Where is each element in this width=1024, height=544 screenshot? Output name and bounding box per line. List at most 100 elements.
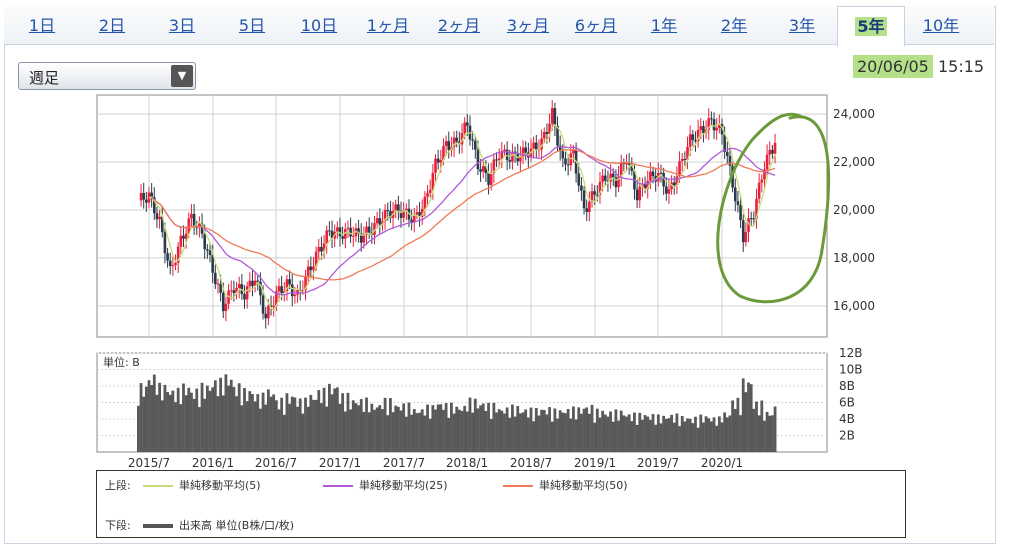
candle-body (410, 219, 413, 223)
candle-body (455, 137, 459, 142)
volume-bar (654, 424, 658, 452)
volume-bar (503, 413, 506, 452)
volume-bar (346, 392, 350, 452)
volume-bar (240, 405, 244, 452)
volume-bar (723, 412, 727, 452)
volume-bar (662, 415, 666, 452)
tab-4[interactable]: 5日 (219, 6, 285, 44)
tab-label: 1日 (28, 16, 56, 35)
period-select[interactable]: 週足 ▼ (18, 62, 196, 90)
candle-body (375, 218, 379, 224)
candle-body (439, 160, 443, 163)
volume-bar (489, 418, 493, 452)
candle-body (373, 223, 376, 235)
candle-body (174, 262, 177, 266)
volume-bar (545, 414, 549, 452)
volume-bar (431, 405, 435, 452)
candle-body (609, 173, 612, 182)
tab-14[interactable]: 10年 (908, 6, 974, 44)
candle-body (221, 292, 225, 312)
volume-bar (479, 405, 482, 452)
volume-bar (160, 400, 164, 452)
tab-13[interactable]: 5年 (837, 6, 905, 47)
candle-body (320, 247, 323, 252)
chevron-down-icon[interactable]: ▼ (171, 65, 193, 87)
volume-bar (529, 407, 533, 452)
volume-bar (548, 407, 551, 452)
candle-body (452, 137, 456, 147)
volume-bar (699, 414, 703, 452)
volume-bar (235, 396, 238, 452)
volume-bar (396, 406, 400, 452)
candle-body (349, 227, 352, 237)
tab-6[interactable]: 1ヶ月 (355, 6, 421, 44)
volume-bar (203, 398, 207, 452)
tab-11[interactable]: 2年 (701, 6, 767, 44)
tab-10[interactable]: 1年 (631, 6, 697, 44)
candle-body (752, 218, 756, 220)
candle-body (341, 236, 344, 239)
volume-bar (434, 409, 437, 452)
volume-bar (747, 382, 750, 452)
volume-bar (163, 384, 167, 452)
volume-bar (617, 420, 620, 452)
candle-body (643, 183, 647, 189)
candle-body (397, 204, 400, 212)
volume-bar (221, 395, 225, 452)
volume-bar (760, 400, 764, 452)
candle-body (420, 208, 424, 217)
legend-swatch-volume (143, 524, 173, 528)
volume-bar (439, 404, 443, 452)
volume-y-tick-label: 6B (839, 396, 855, 410)
volume-bar (367, 412, 371, 452)
volume-bar (224, 374, 228, 452)
candle-body (251, 280, 254, 286)
price-y-tick-label: 20,000 (833, 203, 875, 217)
volume-bar (609, 411, 612, 452)
tab-label: 6ヶ月 (574, 16, 618, 35)
candle-body (224, 303, 228, 312)
volume-bar (195, 388, 199, 452)
candle-body (495, 159, 498, 161)
ma5-line (148, 123, 776, 312)
volume-bar (415, 413, 419, 452)
tab-2[interactable]: 2日 (79, 6, 145, 44)
volume-bar (590, 404, 594, 452)
volume-bar (171, 390, 175, 452)
volume-bar (749, 384, 753, 452)
volume-bar (243, 387, 246, 452)
candle-body (434, 158, 437, 173)
volume-bar (646, 416, 650, 452)
tab-1[interactable]: 1日 (9, 6, 75, 44)
volume-bar (757, 415, 761, 452)
volume-bar (731, 400, 735, 452)
volume-bar (349, 409, 353, 452)
tab-label: 2ヶ月 (437, 16, 481, 35)
tab-9[interactable]: 6ヶ月 (563, 6, 629, 44)
tab-3[interactable]: 3日 (149, 6, 215, 44)
candle-body (606, 180, 610, 182)
volume-bar (351, 400, 355, 452)
candle-body (481, 166, 485, 172)
volume-bar (516, 405, 520, 452)
tab-12[interactable]: 3年 (769, 6, 835, 44)
volume-bar (755, 401, 758, 452)
candle-body (386, 210, 390, 212)
candle-body (471, 139, 474, 141)
volume-bar (150, 385, 154, 452)
candle-body (322, 243, 326, 252)
volume-bar (744, 392, 748, 452)
volume-bar (455, 406, 459, 452)
volume-bar (476, 408, 480, 452)
candle-body (627, 163, 631, 165)
legend-swatch-ma50 (503, 485, 533, 487)
volume-bar (540, 409, 544, 452)
x-tick-label: 2015/7 (128, 456, 170, 470)
tab-8[interactable]: 3ヶ月 (495, 6, 561, 44)
volume-bar (497, 409, 501, 452)
candle-body (723, 134, 726, 152)
tab-5[interactable]: 10日 (286, 6, 352, 44)
candle-body (256, 280, 260, 282)
tab-7[interactable]: 2ヶ月 (426, 6, 492, 44)
volume-bar (259, 408, 262, 452)
